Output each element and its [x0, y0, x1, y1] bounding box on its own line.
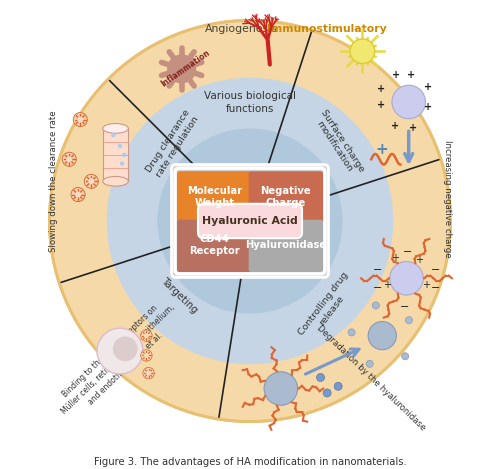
Bar	[103, 129, 128, 182]
Text: Binding to the CD44 receptors on
Müller cells, retinal pigment epithelium,
and e: Binding to the CD44 receptors on Müller …	[51, 295, 184, 425]
Ellipse shape	[103, 123, 128, 133]
Circle shape	[368, 322, 396, 350]
Text: +: +	[407, 69, 415, 80]
FancyBboxPatch shape	[248, 219, 323, 272]
Circle shape	[97, 328, 143, 374]
Text: Figure 3. The advantages of HA modification in nanomaterials.: Figure 3. The advantages of HA modificat…	[94, 457, 406, 467]
FancyBboxPatch shape	[172, 165, 328, 278]
Text: Targeting: Targeting	[160, 276, 200, 316]
Circle shape	[390, 262, 424, 295]
Circle shape	[50, 21, 450, 422]
Circle shape	[264, 372, 298, 405]
Text: CD44
Receptor: CD44 Receptor	[190, 234, 240, 256]
Circle shape	[402, 353, 408, 360]
FancyBboxPatch shape	[248, 171, 323, 224]
Text: Surface charge
modification: Surface charge modification	[310, 108, 366, 180]
Circle shape	[84, 174, 98, 189]
Circle shape	[144, 333, 149, 338]
Text: +: +	[424, 82, 432, 91]
Circle shape	[118, 144, 122, 148]
Circle shape	[158, 129, 342, 314]
Circle shape	[140, 350, 152, 361]
Circle shape	[113, 336, 138, 361]
Text: +: +	[378, 84, 386, 94]
Circle shape	[106, 78, 394, 364]
Text: +: +	[422, 280, 430, 290]
FancyBboxPatch shape	[177, 171, 252, 224]
Circle shape	[75, 191, 81, 197]
FancyBboxPatch shape	[177, 219, 252, 272]
Circle shape	[372, 302, 380, 309]
Text: Various biological
functions: Various biological functions	[204, 91, 296, 114]
Text: +: +	[424, 102, 432, 112]
Text: +: +	[392, 69, 400, 80]
Text: Hyaluronidase: Hyaluronidase	[244, 240, 326, 250]
Circle shape	[140, 330, 152, 341]
Text: +: +	[409, 122, 417, 133]
Text: Drug clearance
rate regulation: Drug clearance rate regulation	[145, 108, 201, 180]
Circle shape	[62, 152, 76, 166]
Text: +: +	[378, 100, 386, 111]
Text: Molecular
Weight: Molecular Weight	[187, 186, 242, 208]
Circle shape	[144, 353, 149, 358]
Text: +: +	[382, 280, 390, 290]
Circle shape	[146, 371, 151, 376]
Circle shape	[167, 54, 196, 83]
Circle shape	[111, 133, 116, 137]
Text: −: −	[430, 283, 440, 293]
Text: Immunostimulatory: Immunostimulatory	[268, 24, 387, 34]
Circle shape	[73, 113, 88, 127]
Text: Hyaluronic Acid: Hyaluronic Acid	[202, 216, 298, 226]
Text: +: +	[415, 255, 423, 265]
Circle shape	[88, 178, 94, 184]
Circle shape	[77, 116, 84, 123]
Circle shape	[66, 156, 72, 162]
Text: Slowing down the clearance rate: Slowing down the clearance rate	[50, 111, 58, 252]
Circle shape	[348, 329, 355, 336]
Text: −: −	[430, 265, 440, 275]
Circle shape	[120, 161, 124, 166]
Circle shape	[323, 389, 331, 397]
Circle shape	[143, 367, 154, 379]
Text: −: −	[402, 247, 412, 257]
Text: Negative
Charge: Negative Charge	[260, 186, 310, 208]
Circle shape	[316, 373, 324, 381]
Text: Controlling drug
release: Controlling drug release	[296, 271, 358, 343]
Text: +: +	[375, 142, 388, 157]
Text: +: +	[392, 253, 400, 264]
Text: −: −	[400, 302, 409, 312]
Text: Degradation by the hyaluronidase: Degradation by the hyaluronidase	[315, 323, 428, 432]
Text: −: −	[373, 265, 382, 275]
Text: Inflammation: Inflammation	[159, 48, 212, 88]
Circle shape	[122, 153, 126, 157]
Text: −: −	[373, 283, 382, 293]
Ellipse shape	[103, 176, 128, 186]
Circle shape	[334, 382, 342, 390]
Circle shape	[71, 188, 85, 202]
Text: Increasing negative charge: Increasing negative charge	[442, 140, 452, 258]
Circle shape	[392, 85, 426, 119]
Circle shape	[406, 317, 412, 324]
Circle shape	[366, 360, 373, 367]
Text: Angiogenesis: Angiogenesis	[205, 24, 278, 34]
Circle shape	[350, 39, 375, 64]
FancyBboxPatch shape	[198, 204, 302, 238]
Text: +: +	[390, 121, 398, 131]
